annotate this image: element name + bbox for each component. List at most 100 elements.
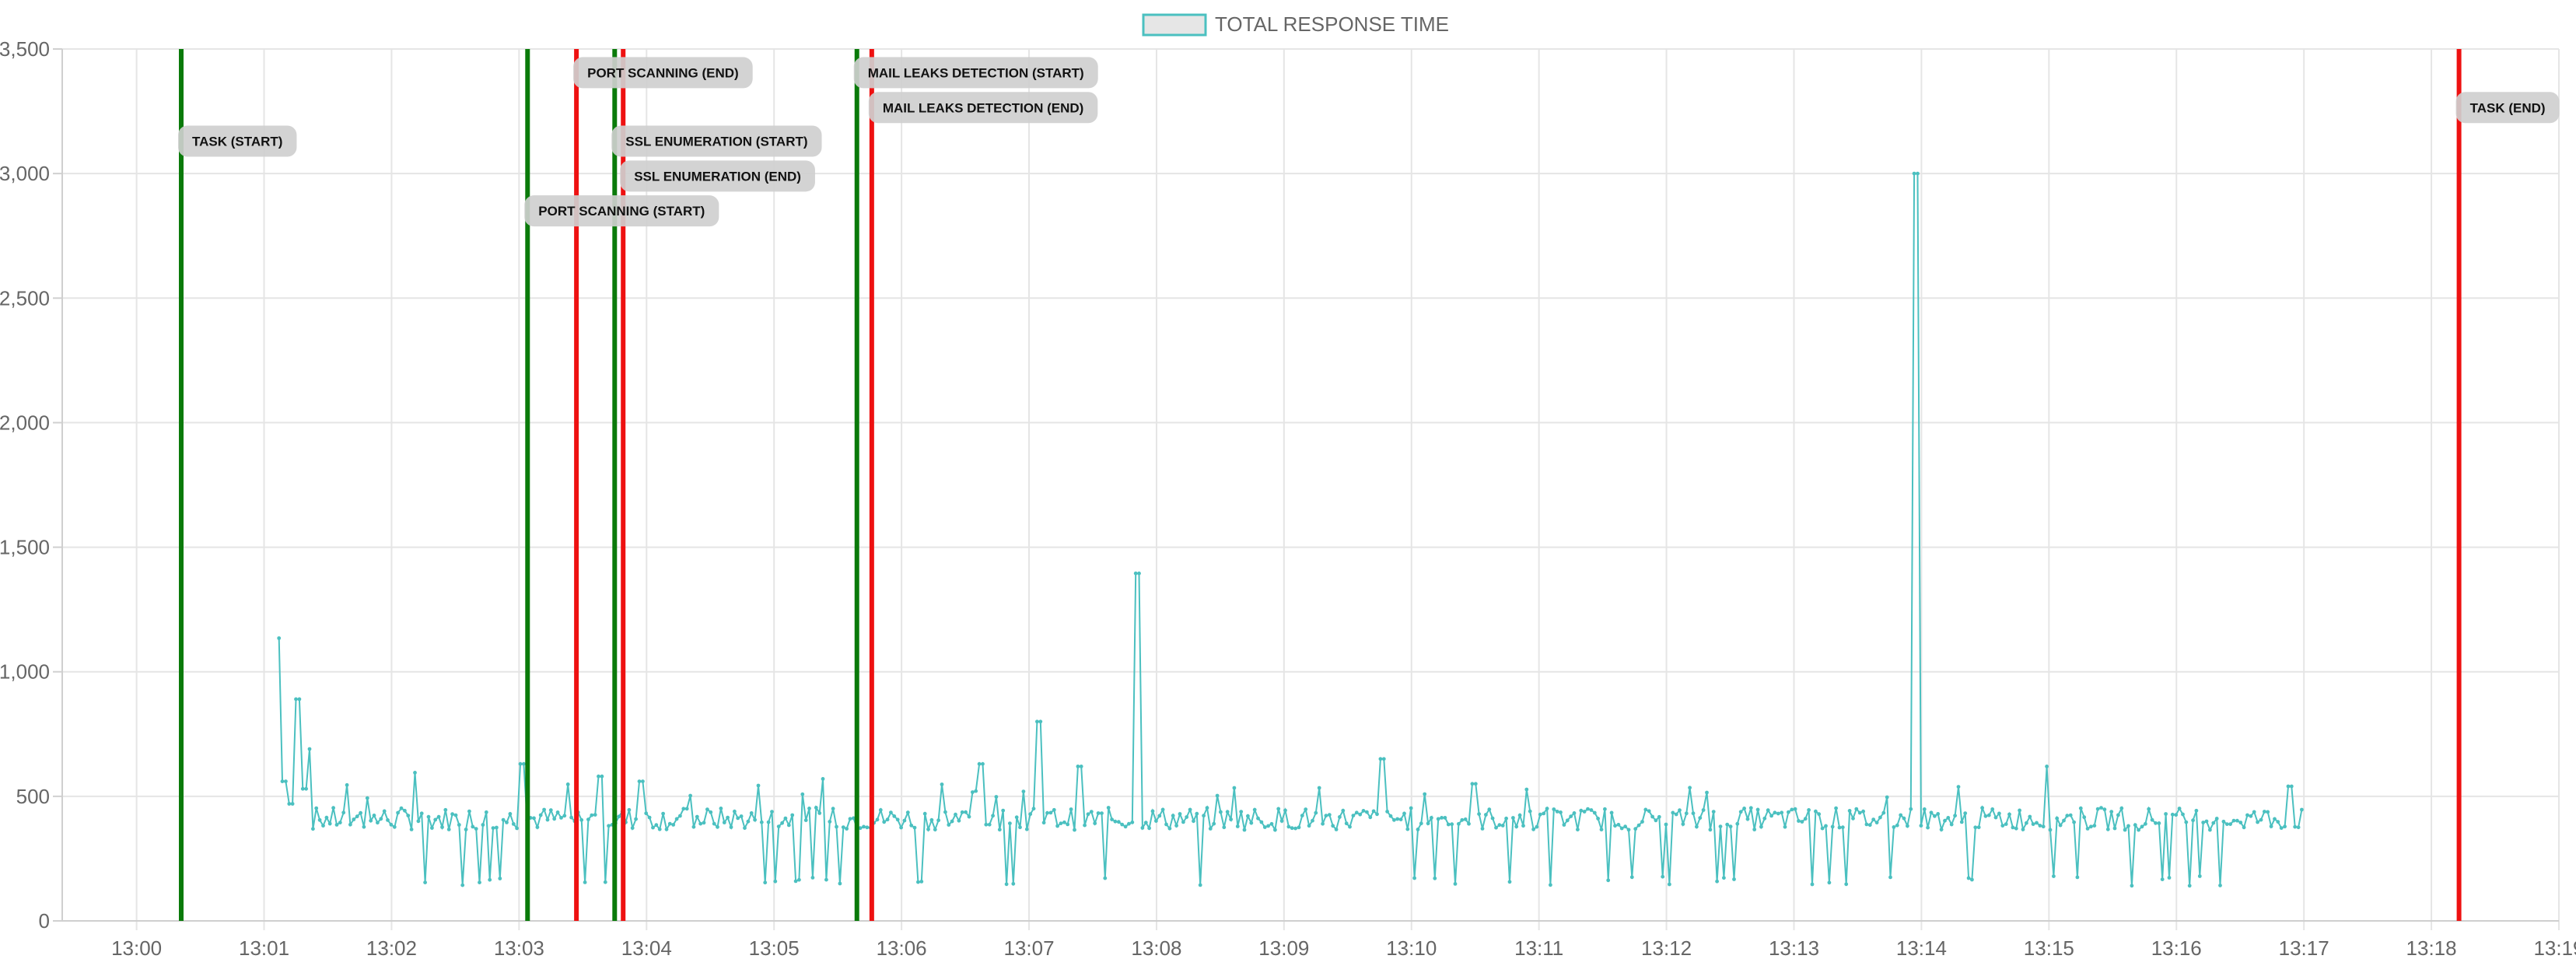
series-point[interactable] — [1096, 811, 1101, 815]
series-point[interactable] — [1038, 719, 1043, 724]
series-point[interactable] — [386, 818, 390, 822]
series-point[interactable] — [1419, 821, 1423, 826]
series-point[interactable] — [277, 636, 282, 640]
series-point[interactable] — [518, 761, 523, 766]
series-point[interactable] — [1629, 875, 1634, 880]
series-point[interactable] — [1946, 816, 1951, 820]
series-point[interactable] — [1909, 807, 1913, 811]
series-point[interactable] — [1742, 807, 1747, 810]
series-point[interactable] — [698, 821, 703, 826]
series-point[interactable] — [1212, 821, 1216, 826]
series-point[interactable] — [987, 822, 992, 827]
series-point[interactable] — [355, 814, 359, 819]
series-point[interactable] — [392, 824, 397, 829]
series-point[interactable] — [1392, 817, 1396, 822]
series-point[interactable] — [1586, 807, 1590, 811]
series-point[interactable] — [1769, 814, 1774, 818]
series-point[interactable] — [416, 819, 421, 824]
series-point[interactable] — [776, 824, 781, 828]
series-point[interactable] — [559, 816, 563, 820]
series-point[interactable] — [1970, 877, 1974, 882]
series-point[interactable] — [2256, 820, 2260, 824]
series-point[interactable] — [780, 821, 784, 825]
series-point[interactable] — [1606, 878, 1611, 883]
series-point[interactable] — [1331, 824, 1335, 828]
series-point[interactable] — [1225, 810, 1230, 814]
series-point[interactable] — [423, 880, 427, 884]
series-point[interactable] — [467, 809, 471, 814]
series-point[interactable] — [793, 879, 798, 884]
series-point[interactable] — [1807, 808, 1811, 812]
series-point[interactable] — [943, 810, 947, 814]
series-point[interactable] — [532, 816, 536, 821]
series-point[interactable] — [1939, 828, 1944, 831]
series-point[interactable] — [307, 747, 312, 751]
series-point[interactable] — [2011, 825, 2015, 830]
series-point[interactable] — [280, 779, 285, 783]
series-point[interactable] — [2286, 784, 2291, 789]
series-point[interactable] — [389, 822, 394, 827]
series-point[interactable] — [2133, 823, 2137, 828]
series-point[interactable] — [1521, 824, 1525, 828]
series-point[interactable] — [2014, 826, 2018, 831]
series-point[interactable] — [1657, 814, 1661, 819]
series-point[interactable] — [2065, 814, 2070, 818]
series-point[interactable] — [2123, 828, 2127, 832]
series-point[interactable] — [1732, 877, 1736, 881]
series-point[interactable] — [821, 777, 825, 781]
series-point[interactable] — [1290, 826, 1294, 831]
series-point[interactable] — [814, 806, 818, 810]
series-point[interactable] — [1793, 807, 1797, 811]
series-point[interactable] — [1678, 808, 1682, 813]
series-point[interactable] — [664, 827, 669, 831]
series-point[interactable] — [341, 810, 346, 815]
series-point[interactable] — [1688, 786, 1692, 790]
series-point[interactable] — [1242, 828, 1247, 832]
series-point[interactable] — [1834, 806, 1839, 810]
series-point[interactable] — [2137, 828, 2141, 832]
series-point[interactable] — [2174, 813, 2179, 817]
series-point[interactable] — [1787, 810, 1790, 814]
series-point[interactable] — [2048, 828, 2053, 832]
series-point[interactable] — [2187, 884, 2192, 888]
series-point[interactable] — [508, 812, 513, 816]
series-point[interactable] — [2109, 810, 2114, 814]
series-point[interactable] — [817, 811, 822, 815]
series-point[interactable] — [2116, 813, 2120, 817]
series-point[interactable] — [2266, 810, 2270, 814]
series-point[interactable] — [359, 810, 362, 815]
series-point[interactable] — [1174, 824, 1178, 828]
series-point[interactable] — [947, 823, 951, 827]
series-point[interactable] — [484, 810, 488, 814]
series-point[interactable] — [2160, 877, 2165, 881]
series-point[interactable] — [1953, 814, 1958, 818]
series-point[interactable] — [1103, 876, 1108, 880]
series-point[interactable] — [2214, 817, 2219, 821]
series-point[interactable] — [1341, 808, 1346, 813]
series-point[interactable] — [1041, 821, 1046, 825]
series-point[interactable] — [1100, 811, 1104, 815]
series-point[interactable] — [552, 817, 557, 821]
series-point[interactable] — [1381, 757, 1386, 761]
series-point[interactable] — [1514, 824, 1519, 829]
series-point[interactable] — [1446, 822, 1451, 827]
series-point[interactable] — [1348, 824, 1352, 829]
series-point[interactable] — [981, 761, 985, 766]
series-point[interactable] — [1412, 876, 1416, 880]
series-point[interactable] — [1867, 823, 1872, 828]
series-point[interactable] — [1684, 811, 1689, 816]
series-point[interactable] — [1297, 825, 1301, 830]
series-point[interactable] — [2204, 819, 2209, 824]
series-point[interactable] — [1919, 824, 1923, 828]
series-point[interactable] — [1229, 817, 1233, 821]
series-point[interactable] — [597, 774, 600, 779]
series-point[interactable] — [1623, 824, 1628, 829]
series-point[interactable] — [2099, 806, 2103, 810]
series-point[interactable] — [739, 814, 744, 818]
series-point[interactable] — [1878, 815, 1882, 820]
series-point[interactable] — [759, 820, 764, 824]
series-point[interactable] — [1776, 811, 1780, 816]
series-point[interactable] — [294, 697, 298, 702]
series-point[interactable] — [2279, 826, 2284, 830]
series-point[interactable] — [515, 826, 519, 831]
